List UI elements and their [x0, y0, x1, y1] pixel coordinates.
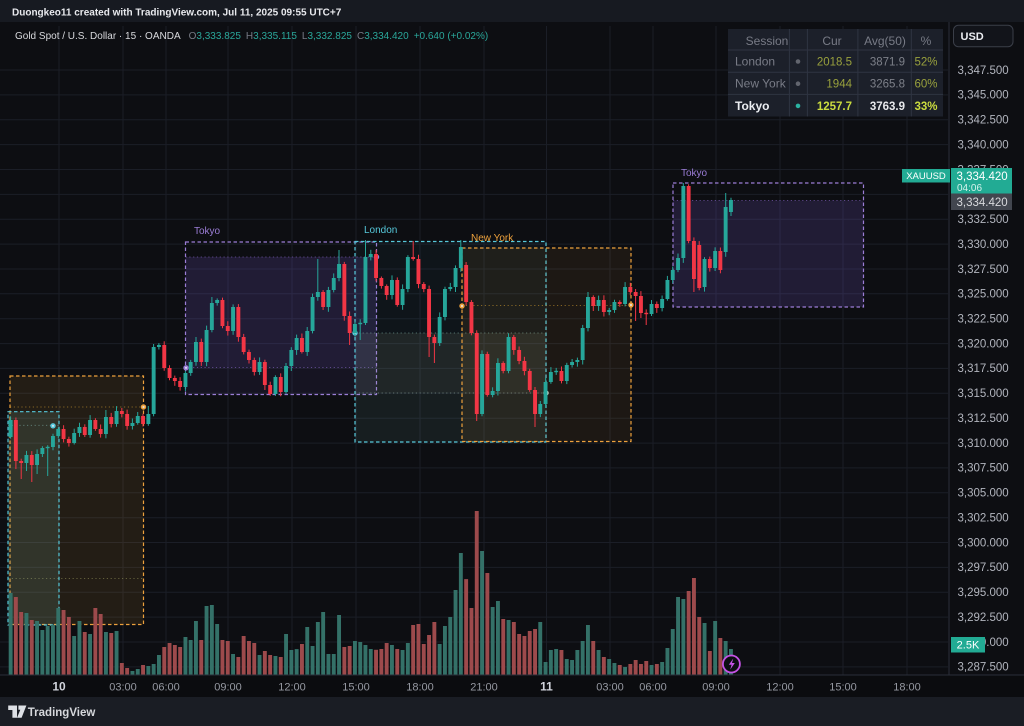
svg-text:21:00: 21:00 [470, 682, 498, 694]
svg-text:XAUUSD: XAUUSD [906, 171, 946, 182]
svg-text:12:00: 12:00 [766, 682, 794, 694]
svg-text:3,317.500: 3,317.500 [958, 363, 1009, 375]
svg-text:3,292.500: 3,292.500 [958, 612, 1009, 624]
svg-text:Duongkeo11 created with Tradin: Duongkeo11 created with TradingView.com,… [12, 8, 342, 19]
svg-text:03:00: 03:00 [596, 682, 624, 694]
svg-text:3,305.000: 3,305.000 [958, 488, 1009, 500]
svg-text:3,330.000: 3,330.000 [958, 239, 1009, 251]
svg-text:3,300.000: 3,300.000 [958, 537, 1009, 549]
svg-text:3,295.000: 3,295.000 [958, 587, 1009, 599]
svg-text:3,325.000: 3,325.000 [958, 289, 1009, 301]
svg-text:London: London [735, 55, 775, 69]
svg-text:18:00: 18:00 [893, 682, 921, 694]
svg-text:09:00: 09:00 [702, 682, 730, 694]
svg-text:60%: 60% [914, 79, 937, 91]
svg-text:03:00: 03:00 [109, 682, 137, 694]
svg-text:09:00: 09:00 [214, 682, 242, 694]
svg-text:10: 10 [52, 680, 66, 694]
svg-text:3265.8: 3265.8 [870, 79, 905, 91]
svg-text:Avg(50): Avg(50) [864, 34, 906, 48]
svg-text:3,334.420: 3,334.420 [957, 197, 1008, 209]
svg-text:15:00: 15:00 [342, 682, 370, 694]
svg-text:3,312.500: 3,312.500 [958, 413, 1009, 425]
svg-text:2.5K: 2.5K [957, 640, 980, 652]
svg-text:New York: New York [735, 77, 787, 91]
svg-text:3,334.420: 3,334.420 [957, 171, 1008, 183]
svg-text:06:00: 06:00 [152, 682, 180, 694]
svg-text:3871.9: 3871.9 [870, 57, 905, 69]
svg-text:3,332.500: 3,332.500 [958, 214, 1009, 226]
svg-text:Cur: Cur [822, 34, 841, 48]
svg-text:3,307.500: 3,307.500 [958, 463, 1009, 475]
svg-text:Gold Spot / U.S. Dollar · 15 ·: Gold Spot / U.S. Dollar · 15 · OANDA O3,3… [15, 31, 488, 42]
svg-text:2018.5: 2018.5 [817, 57, 852, 69]
svg-text:1944: 1944 [826, 79, 852, 91]
svg-text:3,320.000: 3,320.000 [958, 338, 1009, 350]
svg-text:3,287.500: 3,287.500 [958, 662, 1009, 674]
svg-text:USD: USD [961, 31, 984, 43]
svg-text:New York: New York [471, 233, 514, 244]
svg-text:1257.7: 1257.7 [817, 101, 852, 113]
svg-text:3,345.000: 3,345.000 [958, 90, 1009, 102]
svg-text:15:00: 15:00 [829, 682, 857, 694]
svg-text:%: % [921, 34, 932, 48]
svg-text:3,340.000: 3,340.000 [958, 139, 1009, 151]
svg-text:3,347.500: 3,347.500 [958, 65, 1009, 77]
svg-text:3,322.500: 3,322.500 [958, 314, 1009, 326]
svg-text:33%: 33% [914, 101, 937, 113]
svg-text:3763.9: 3763.9 [870, 101, 905, 113]
svg-text:3,297.500: 3,297.500 [958, 562, 1009, 574]
svg-text:06:00: 06:00 [639, 682, 667, 694]
svg-text:3,342.500: 3,342.500 [958, 115, 1009, 127]
svg-text:3,302.500: 3,302.500 [958, 513, 1009, 525]
svg-text:11: 11 [540, 680, 553, 694]
svg-text:3,310.000: 3,310.000 [958, 438, 1009, 450]
svg-text:Session: Session [746, 34, 789, 48]
svg-text:Tokyo: Tokyo [681, 168, 708, 179]
svg-text:Tokyo: Tokyo [735, 99, 769, 113]
svg-text:3,315.000: 3,315.000 [958, 388, 1009, 400]
svg-text:52%: 52% [914, 57, 937, 69]
svg-text:04:06: 04:06 [957, 183, 982, 194]
svg-text:18:00: 18:00 [406, 682, 434, 694]
svg-text:TradingView: TradingView [28, 707, 96, 719]
svg-text:London: London [364, 225, 397, 236]
svg-text:3,327.500: 3,327.500 [958, 264, 1009, 276]
svg-text:Tokyo: Tokyo [194, 226, 221, 237]
svg-text:12:00: 12:00 [278, 682, 306, 694]
